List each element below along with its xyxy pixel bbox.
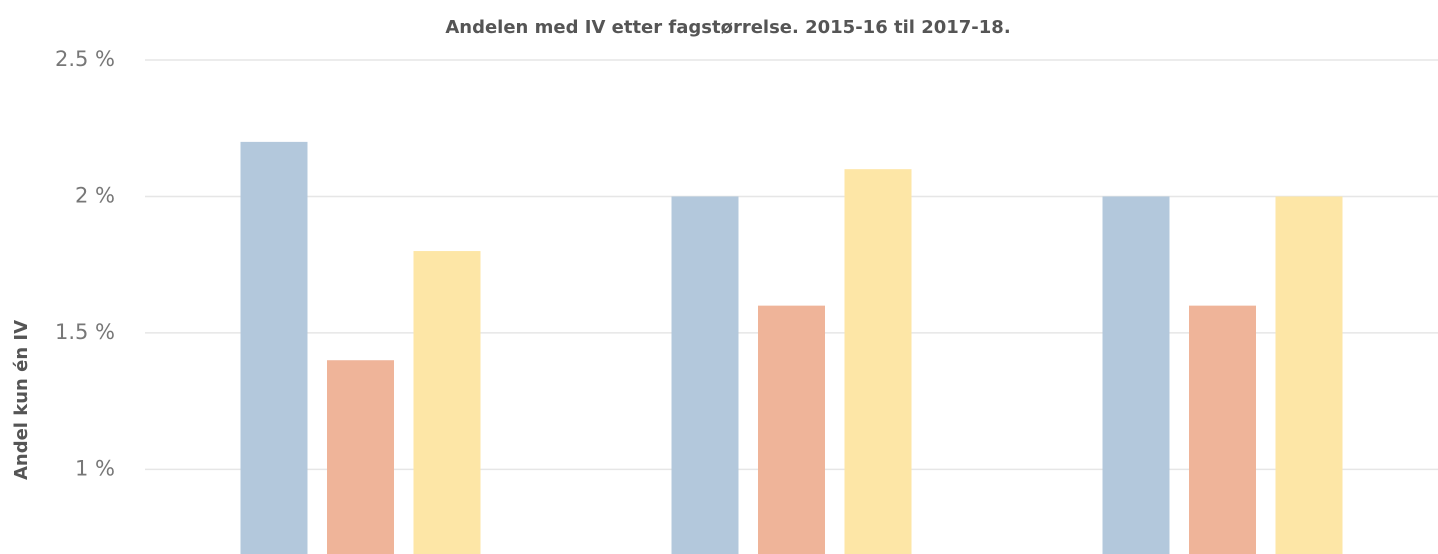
bar (327, 360, 394, 554)
y-tick-label: 1.5 % (55, 320, 115, 344)
bar (413, 251, 481, 554)
chart-title: Andelen med IV etter fagstørrelse. 2015-… (445, 17, 1010, 38)
y-tick-label: 2.5 % (55, 47, 115, 71)
bar (671, 196, 739, 554)
bar (1102, 196, 1170, 554)
y-tick-label: 2 % (75, 183, 115, 207)
bar (844, 169, 912, 554)
y-tick-label: 1 % (75, 456, 115, 480)
bar (1189, 305, 1256, 554)
y-axis-title: Andel kun én IV (11, 320, 32, 480)
bar (1275, 196, 1343, 554)
bar (758, 305, 825, 554)
bar (240, 141, 308, 554)
